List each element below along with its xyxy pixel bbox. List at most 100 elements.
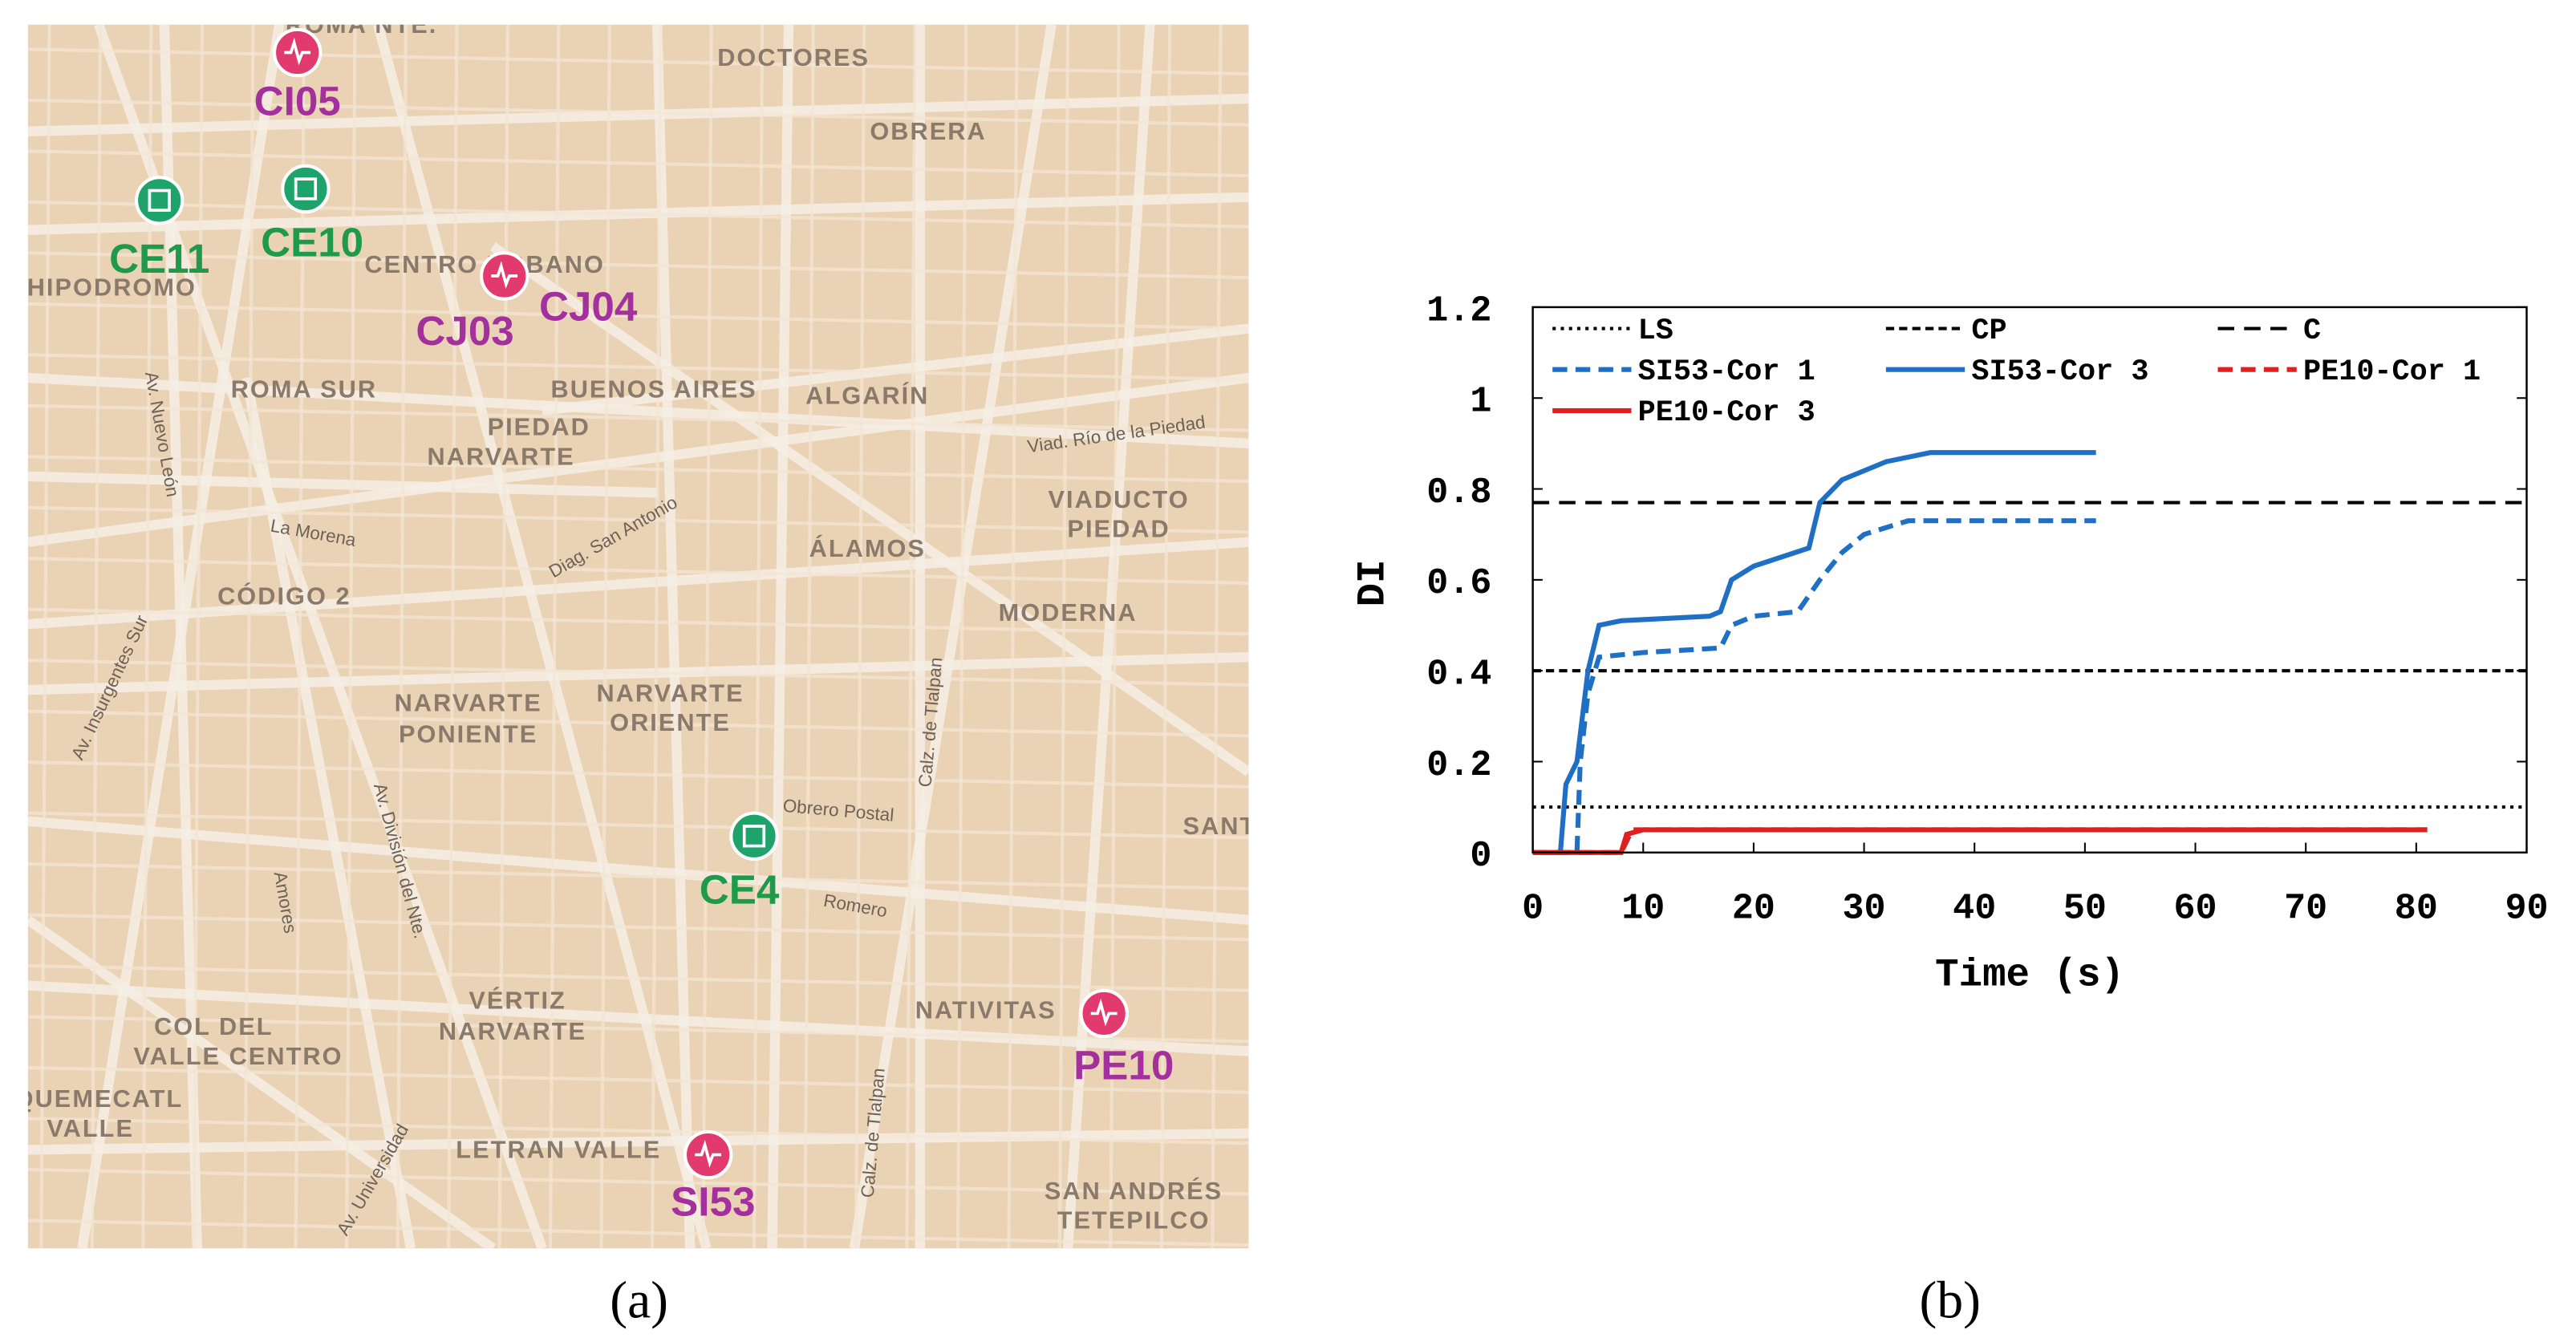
area-label: NATIVITAS [915,996,1057,1024]
street [27,372,1249,547]
minor-street [27,964,1249,992]
x-tick-label: 50 [2063,888,2107,930]
area-label: ROMA SUR [231,375,377,403]
caption: (b) [1920,1271,1981,1329]
x-tick-label: 30 [1843,888,1886,930]
minor-street [27,302,1249,330]
area-label: MODERNA [999,598,1138,626]
area-label: NARVARTE [395,689,542,717]
minor-street [27,200,1249,229]
minor-street [27,505,1249,534]
minor-street [955,24,968,1249]
series-line [1532,518,2096,855]
minor-street [447,24,459,1249]
street [27,980,1249,1056]
area-label: PIEDAD [488,413,590,441]
minor-street [497,24,509,1249]
minor-street [243,24,255,1249]
area-label: ORIENTE [610,708,731,736]
street [27,915,496,1249]
area-label: PONIENTE [399,720,538,748]
station-icon [491,261,518,290]
area-label: CÓDIGO 2 [217,582,351,610]
minor-street [752,24,765,1249]
area-label: VÉRTIZ [469,986,566,1014]
area-label: DOCTORES [717,43,870,71]
area-label: ROMA NTE. [286,10,438,39]
minor-street [141,24,153,1249]
station-icon [284,37,311,66]
area-label: HIPODROMO [27,274,197,302]
street [652,24,696,1249]
minor-street [27,251,1249,280]
street [849,24,1057,1249]
station-icon [148,189,171,212]
legend-label: LS [1638,314,1673,348]
minor-street [27,403,1249,432]
minor-street [27,607,1249,636]
minor-street [27,862,1249,890]
minor-street [549,24,561,1249]
minor-street [1007,24,1019,1249]
x-tick-label: 40 [1953,888,1996,930]
station-icon [742,825,766,848]
caption: (a) [610,1271,668,1329]
plot-frame [1531,306,2528,854]
minor-street [650,24,663,1249]
minor-street [27,98,1249,127]
legend-label: SI53-Cor 3 [1971,355,2148,389]
minor-street [27,811,1249,840]
area-label: VIADUCTO [1048,485,1189,513]
minor-street [1159,24,1172,1249]
y-axis-label: DI [1350,559,1395,606]
y-tick-label: 1.2 [1426,290,1491,331]
minor-street [27,913,1249,942]
minor-street [854,24,866,1249]
street [27,372,1249,449]
street [27,537,1249,630]
minor-street [192,24,204,1249]
minor-street [396,24,408,1249]
street [27,471,658,498]
legend-label: PE10-Cor 1 [2303,355,2481,389]
legend-label: CP [1971,314,2006,348]
y-tick-label: 1 [1470,381,1491,423]
area-label: OBRERA [870,117,986,145]
minor-street [27,760,1249,789]
x-tick-label: 0 [1522,888,1544,930]
area-label: VALLE CENTRO [133,1042,343,1070]
series-line [1532,827,2428,855]
minor-street [27,1218,1249,1247]
minor-street [1057,24,1070,1249]
area-label: LETRAN VALLE [456,1136,661,1164]
minor-street [27,557,1249,585]
station-label: CJ04 [539,283,638,329]
minor-street [803,24,815,1249]
x-tick-label: 80 [2395,888,2438,930]
minor-street [1211,24,1223,1249]
minor-street [27,659,1249,687]
x-tick-label: 20 [1732,888,1775,930]
station-marker [729,811,779,862]
minor-street [905,24,917,1249]
area-label: PIEDAD [1067,515,1170,543]
minor-street [701,24,713,1249]
series-line [1532,450,2096,855]
area-label: NARVARTE [439,1017,586,1045]
x-tick-label: 70 [2284,888,2327,930]
station-label: CI05 [254,78,341,124]
minor-street [599,24,611,1249]
area-label: TETEPILCO [1057,1206,1211,1235]
station-marker [134,176,185,225]
area-label: NARVARTE [428,443,575,471]
area-label: QUEMECATL [14,1085,184,1113]
x-axis-label: Time (s) [1935,953,2124,998]
legend-label: SI53-Cor 1 [1638,355,1815,389]
legend-label: PE10-Cor 3 [1638,396,1815,430]
minor-street [294,24,306,1249]
street [1062,24,1155,1249]
minor-street [1109,24,1121,1249]
